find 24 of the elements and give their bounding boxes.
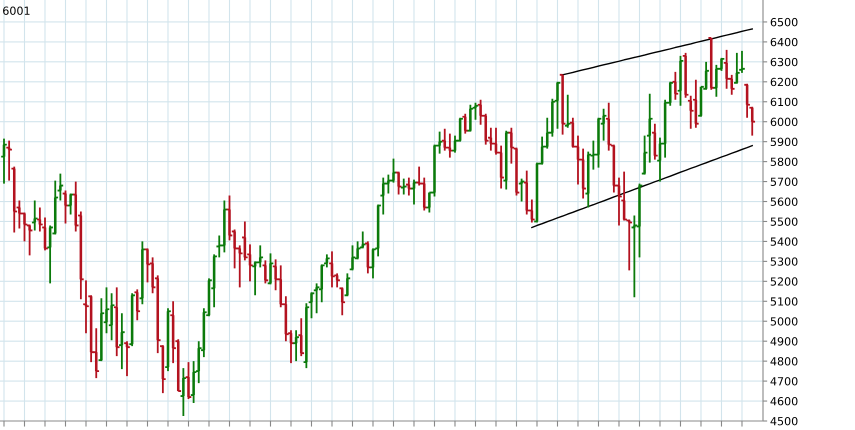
line-series [531,144,753,228]
y-tick-label: 4900 [770,337,798,346]
y-tick-label: 6100 [770,98,798,106]
y-tick-label: 5400 [770,237,798,246]
y-tick-label: 5000 [770,317,798,326]
y-tick-label: 4700 [770,377,798,386]
y-tick-label: 5900 [770,138,798,146]
y-tick-label: 6400 [770,38,798,46]
y-tick-label: 4500 [770,416,798,426]
y-tick-label: 6500 [770,18,798,26]
y-tick-label: 5700 [770,178,798,186]
y-tick-label: 4800 [770,357,798,366]
y-tick-label: 6200 [770,78,798,86]
y-tick-label: 5300 [770,257,798,266]
y-tick-label: 6000 [770,118,798,126]
y-tick-label: 5500 [770,217,798,226]
line-series [562,28,753,76]
y-tick-label: 5800 [770,158,798,166]
y-tick-label: 4600 [770,397,798,406]
y-tick-label: 5200 [770,277,798,286]
y-tick-label: 5100 [770,297,798,306]
annotation: 6001 [3,6,30,15]
y-tick-label: 6300 [770,58,798,66]
y-tick-label: 5600 [770,197,798,206]
